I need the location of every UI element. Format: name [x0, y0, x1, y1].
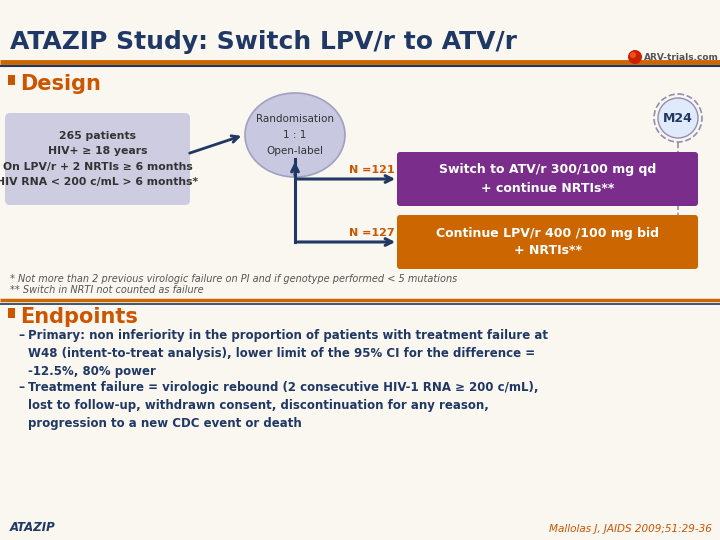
Circle shape	[658, 98, 698, 138]
Text: 265 patients
HIV+ ≥ 18 years
On LPV/r + 2 NRTIs ≥ 6 months
HIV RNA < 200 c/mL > : 265 patients HIV+ ≥ 18 years On LPV/r + …	[0, 131, 199, 187]
Text: ATAZIP: ATAZIP	[10, 521, 55, 534]
Text: Treatment failure = virologic rebound (2 consecutive HIV-1 RNA ≥ 200 c/mL),
lost: Treatment failure = virologic rebound (2…	[28, 381, 539, 430]
Ellipse shape	[245, 93, 345, 177]
Text: Endpoints: Endpoints	[20, 307, 138, 327]
Circle shape	[628, 50, 642, 64]
FancyBboxPatch shape	[397, 215, 698, 269]
Text: ATAZIP Study: Switch LPV/r to ATV/r: ATAZIP Study: Switch LPV/r to ATV/r	[10, 30, 517, 54]
Text: –: –	[18, 329, 24, 342]
Text: Continue LPV/r 400 /100 mg bid
+ NRTIs**: Continue LPV/r 400 /100 mg bid + NRTIs**	[436, 226, 659, 258]
Text: * Not more than 2 previous virologic failure on PI and if genotype performed < 5: * Not more than 2 previous virologic fai…	[10, 274, 457, 284]
Text: N =121: N =121	[349, 165, 395, 175]
Text: ** Switch in NRTI not counted as failure: ** Switch in NRTI not counted as failure	[10, 285, 204, 295]
Text: M24: M24	[663, 111, 693, 125]
Text: N =127: N =127	[349, 228, 395, 238]
Text: Switch to ATV/r 300/100 mg qd
+ continue NRTIs**: Switch to ATV/r 300/100 mg qd + continue…	[439, 164, 656, 194]
FancyBboxPatch shape	[397, 152, 698, 206]
Text: Mallolas J, JAIDS 2009;51:29-36: Mallolas J, JAIDS 2009;51:29-36	[549, 524, 712, 534]
Text: Randomisation
1 : 1
Open-label: Randomisation 1 : 1 Open-label	[256, 114, 334, 156]
Text: ARV-trials.com: ARV-trials.com	[644, 52, 719, 62]
FancyBboxPatch shape	[5, 113, 190, 205]
FancyBboxPatch shape	[8, 75, 15, 85]
FancyBboxPatch shape	[8, 308, 15, 318]
Text: Primary: non inferiority in the proportion of patients with treatment failure at: Primary: non inferiority in the proporti…	[28, 329, 548, 378]
Circle shape	[630, 52, 636, 58]
Text: –: –	[18, 381, 24, 394]
Text: Design: Design	[20, 74, 101, 94]
